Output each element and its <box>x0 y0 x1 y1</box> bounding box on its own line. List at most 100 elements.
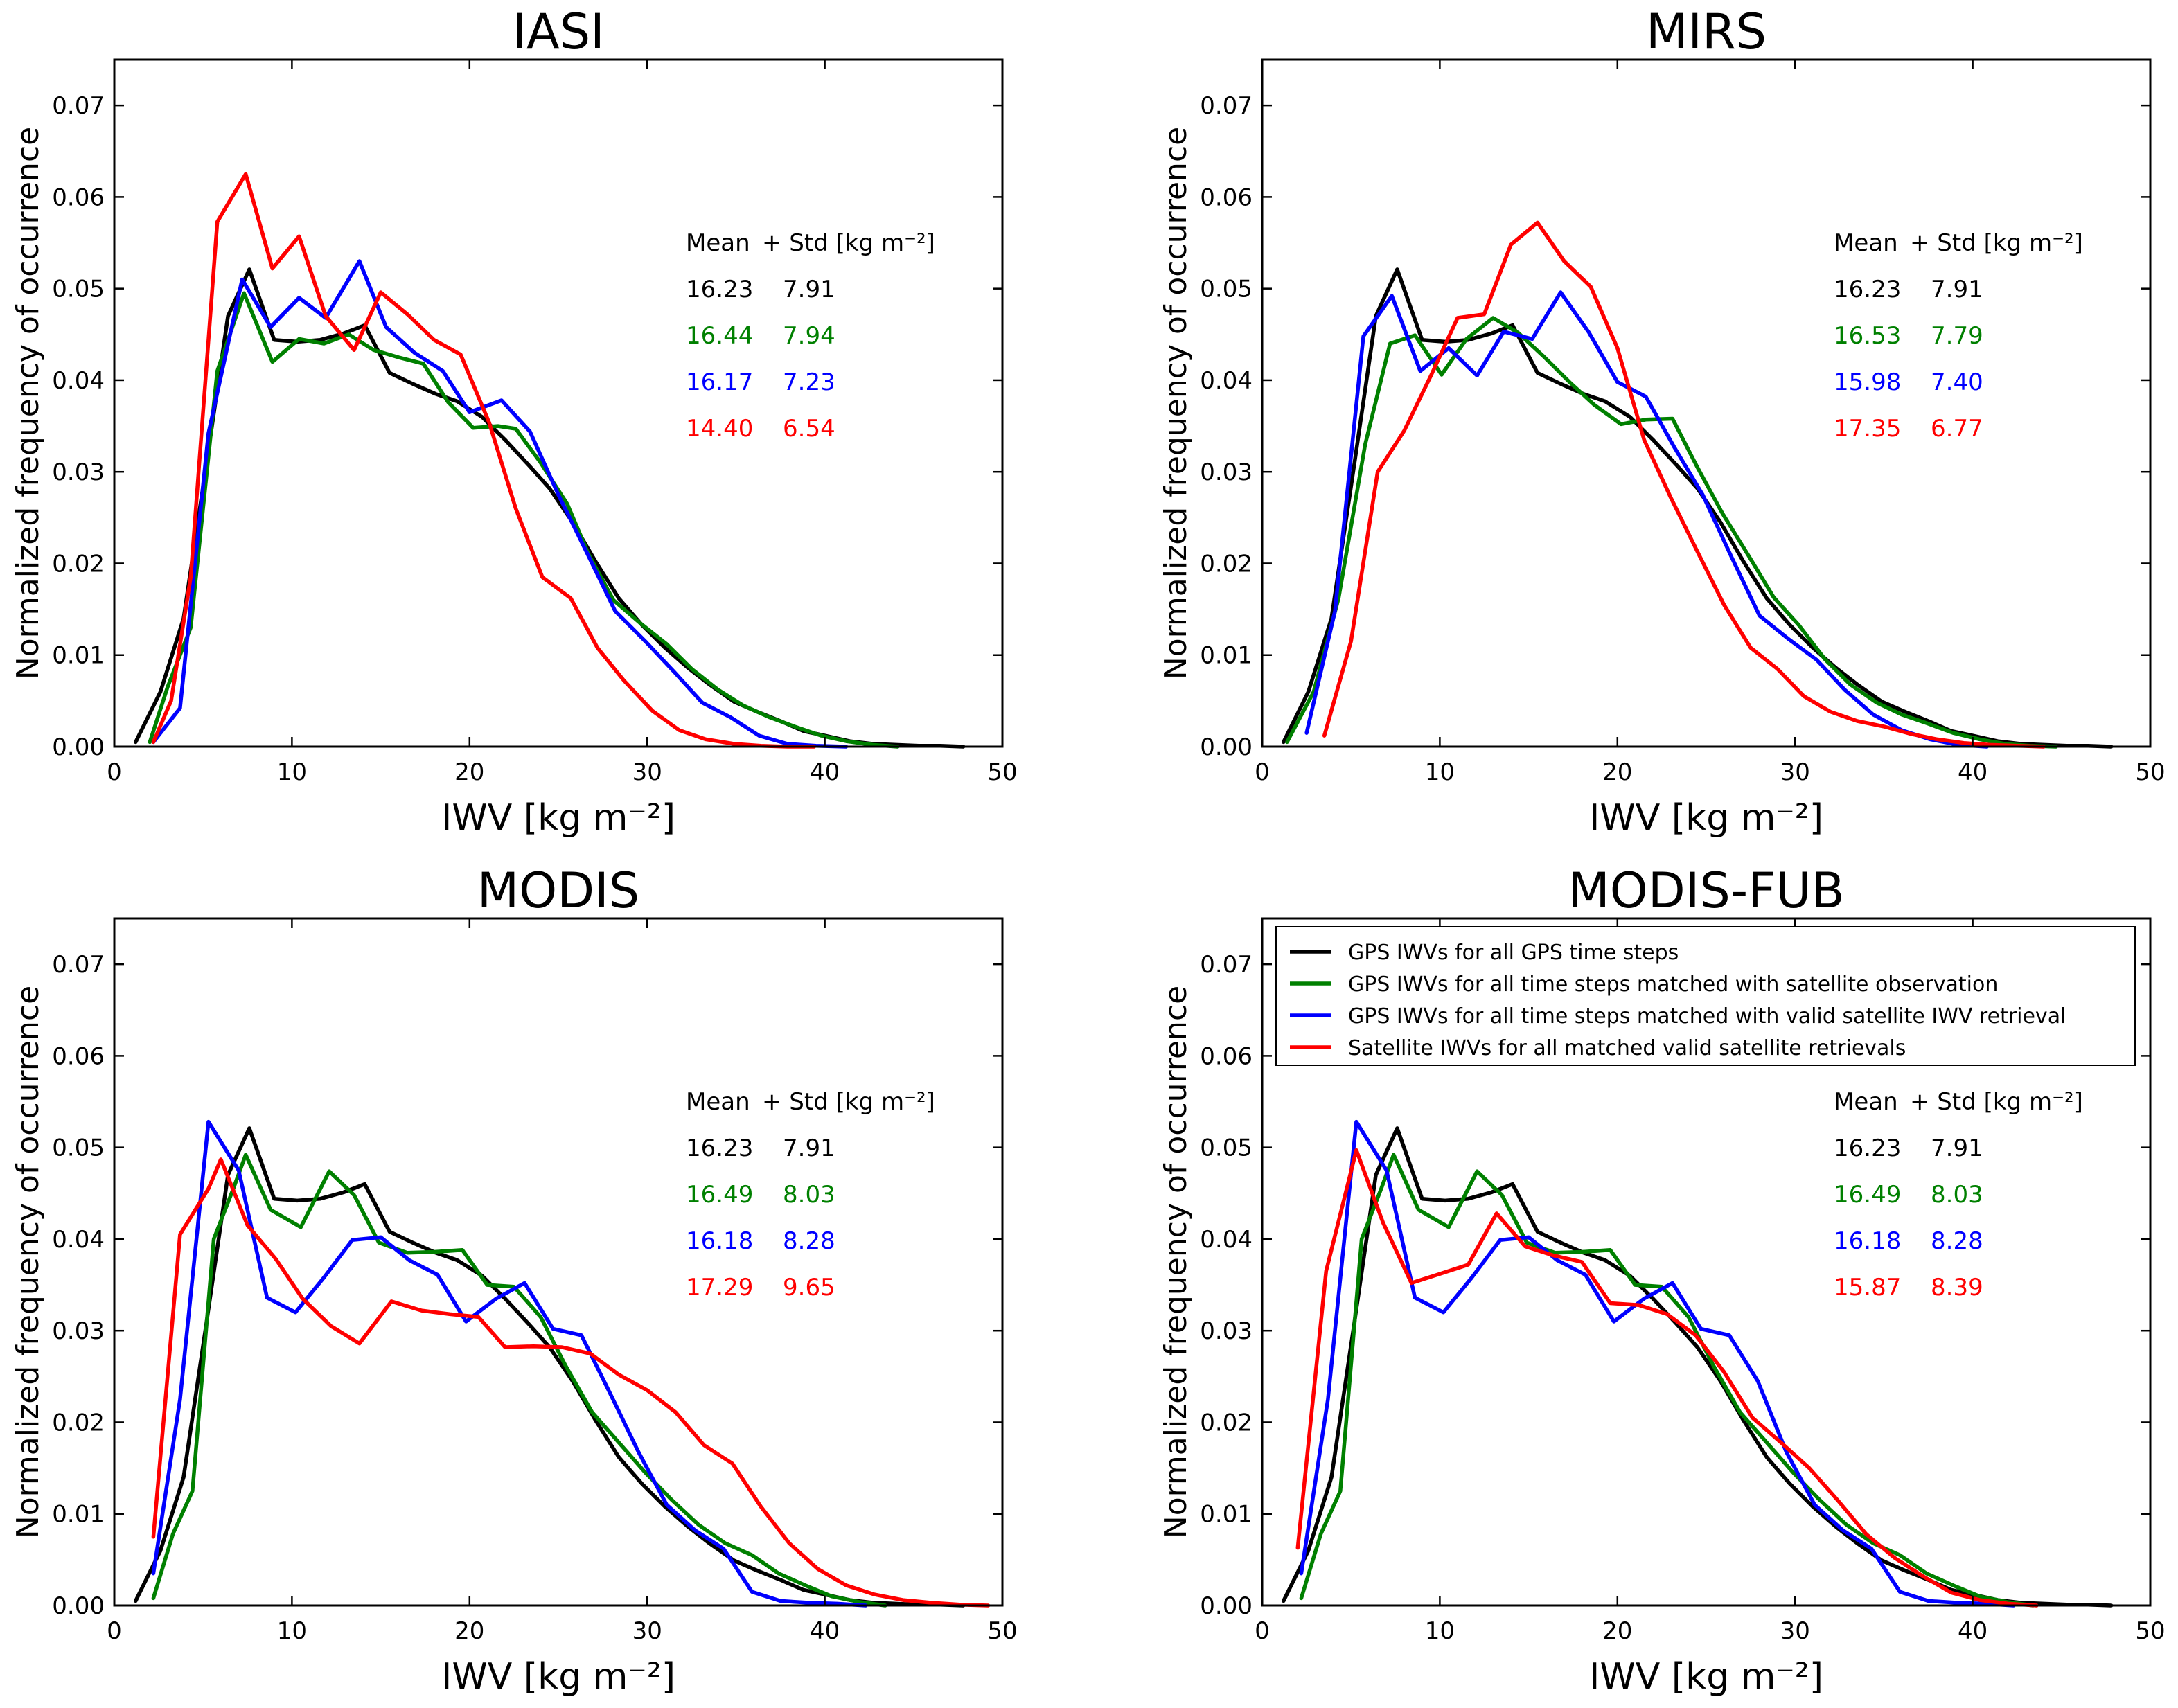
y-axis-label: Normalized frequency of occurrence <box>10 986 46 1538</box>
y-tick-label: 0.02 <box>52 1409 105 1436</box>
x-tick-label: 20 <box>1602 758 1632 786</box>
stats-mean-gps_matched_obs: 16.53 <box>1834 322 1901 350</box>
stats-mean-gps_matched_valid: 16.17 <box>686 368 753 396</box>
stats-mean-gps_all: 16.23 <box>1834 1135 1901 1162</box>
stats-header-std: + Std [kg m⁻²] <box>762 229 935 257</box>
x-axis-label: IWV [kg m⁻²] <box>441 1656 675 1698</box>
stats-std-gps_matched_obs: 8.03 <box>1931 1181 1983 1209</box>
stats-std-gps_matched_obs: 8.03 <box>783 1181 835 1209</box>
y-tick-label: 0.01 <box>1200 1501 1252 1529</box>
stats-header-std: + Std [kg m⁻²] <box>1910 1088 2083 1116</box>
stats-header-mean: Mean <box>1834 1088 1898 1116</box>
stats-header-std: + Std [kg m⁻²] <box>1910 229 2083 257</box>
stats-std-gps_matched_obs: 7.94 <box>783 322 835 350</box>
panel-mirs: 0 10 20 30 40 50 0.00 0.01 0.02 0.03 0.04 0.05 0.06 0… <box>1158 3 2166 839</box>
y-tick-label: 0.03 <box>52 459 105 486</box>
axes-frame <box>1261 917 2152 1607</box>
chart-title: MIRS <box>1646 3 1767 60</box>
stats-std-gps_all: 7.91 <box>783 276 835 303</box>
y-tick-label: 0.05 <box>1200 1135 1252 1162</box>
stats-std-satellite: 9.65 <box>783 1274 835 1301</box>
y-tick-label: 0.06 <box>1200 184 1252 211</box>
legend-label-gps_all: GPS IWVs for all GPS time steps <box>1348 941 1679 965</box>
panel-iasi: 0 10 20 30 40 50 0.00 0.01 0.02 0.03 0.04 0.05 0.06 0… <box>10 3 1018 839</box>
y-tick-label: 0.04 <box>52 1226 105 1254</box>
series-line-gps_matched_valid <box>151 1119 868 1608</box>
x-tick-label: 40 <box>810 758 840 786</box>
stats-std-satellite: 6.54 <box>783 415 835 443</box>
stats-header-mean: Mean <box>686 229 750 257</box>
x-tick-label: 40 <box>1958 758 1987 786</box>
x-axis-label: IWV [kg m⁻²] <box>441 797 675 839</box>
axes-frame <box>113 917 1004 1607</box>
stats-std-gps_matched_valid: 8.28 <box>783 1227 835 1255</box>
stats-mean-gps_matched_valid: 16.18 <box>686 1227 753 1255</box>
stats-mean-satellite: 17.29 <box>686 1274 753 1301</box>
series-line-satellite <box>1322 220 2046 749</box>
x-tick-label: 10 <box>277 1617 307 1645</box>
stats-mean-gps_matched_valid: 15.98 <box>1834 368 1901 396</box>
x-tick-label: 0 <box>107 758 122 786</box>
y-tick-label: 0.04 <box>1200 367 1252 395</box>
legend-box <box>1275 926 2136 1066</box>
x-tick-label: 30 <box>1780 758 1810 786</box>
panel-modis-fub: 0 10 20 30 40 50 0.00 0.01 0.02 0.03 0.04 0.05 0.06 0… <box>1158 862 2166 1698</box>
y-axis-label: Normalized frequency of occurrence <box>10 127 46 679</box>
axes-frame <box>1261 58 2152 748</box>
x-tick-label: 10 <box>1425 758 1455 786</box>
chart-title: IASI <box>512 3 605 60</box>
chart-title: MODIS-FUB <box>1568 862 1844 919</box>
x-tick-label: 10 <box>277 758 307 786</box>
stats-std-gps_matched_valid: 7.23 <box>783 368 835 396</box>
x-tick-label: 50 <box>987 1617 1017 1645</box>
x-tick-label: 0 <box>107 1617 122 1645</box>
x-axis-label: IWV [kg m⁻²] <box>1589 797 1823 839</box>
stats-std-satellite: 6.77 <box>1931 415 1983 443</box>
series-line-gps_matched_obs <box>1285 316 2058 749</box>
axes-frame <box>113 58 1004 748</box>
legend-label-gps_matched_obs: GPS IWVs for all time steps matched with… <box>1348 972 1998 997</box>
y-tick-label: 0.07 <box>52 951 105 979</box>
y-tick-label: 0.01 <box>1200 642 1252 670</box>
y-tick-label: 0.00 <box>52 1592 105 1620</box>
x-tick-label: 40 <box>810 1617 840 1645</box>
stats-mean-gps_matched_obs: 16.44 <box>686 322 753 350</box>
y-tick-label: 0.05 <box>52 276 105 303</box>
y-tick-label: 0.03 <box>52 1317 105 1345</box>
y-tick-label: 0.05 <box>1200 276 1252 303</box>
x-tick-label: 40 <box>1958 1617 1987 1645</box>
stats-std-gps_matched_valid: 7.40 <box>1931 368 1983 396</box>
x-axis-label: IWV [kg m⁻²] <box>1589 1656 1823 1698</box>
series-line-satellite <box>151 172 816 749</box>
y-tick-label: 0.05 <box>52 1135 105 1162</box>
y-tick-label: 0.00 <box>1200 1592 1252 1620</box>
stats-std-gps_matched_valid: 8.28 <box>1931 1227 1983 1255</box>
x-tick-label: 20 <box>454 1617 484 1645</box>
y-tick-label: 0.00 <box>1200 733 1252 761</box>
x-tick-label: 50 <box>987 758 1017 786</box>
series-line-gps_matched_valid <box>151 259 849 749</box>
stats-mean-gps_matched_obs: 16.49 <box>1834 1181 1901 1209</box>
x-tick-label: 10 <box>1425 1617 1455 1645</box>
panel-modis: 0 10 20 30 40 50 0.00 0.01 0.02 0.03 0.04 0.05 0.06 0… <box>10 862 1018 1698</box>
x-tick-label: 30 <box>632 758 662 786</box>
stats-mean-gps_all: 16.23 <box>686 276 753 303</box>
y-tick-label: 0.00 <box>52 733 105 761</box>
series-line-gps_matched_valid <box>1299 1119 2016 1608</box>
stats-mean-gps_all: 16.23 <box>1834 276 1901 303</box>
y-tick-label: 0.06 <box>52 1042 105 1070</box>
stats-mean-gps_matched_obs: 16.49 <box>686 1181 753 1209</box>
legend-label-satellite: Satellite IWVs for all matched valid sat… <box>1348 1036 1906 1060</box>
stats-std-gps_all: 7.91 <box>1931 276 1983 303</box>
stats-std-satellite: 8.39 <box>1931 1274 1983 1301</box>
series-line-gps_matched_obs <box>151 1153 887 1608</box>
stats-header-mean: Mean <box>686 1088 750 1116</box>
y-tick-label: 0.04 <box>52 367 105 395</box>
stats-mean-satellite: 15.87 <box>1834 1274 1901 1301</box>
x-tick-label: 50 <box>2135 758 2165 786</box>
y-axis-label: Normalized frequency of occurrence <box>1158 127 1194 679</box>
stats-mean-gps_all: 16.23 <box>686 1135 753 1162</box>
y-tick-label: 0.07 <box>1200 92 1252 120</box>
stats-mean-satellite: 14.40 <box>686 415 753 443</box>
stats-std-gps_matched_obs: 7.79 <box>1931 322 1983 350</box>
